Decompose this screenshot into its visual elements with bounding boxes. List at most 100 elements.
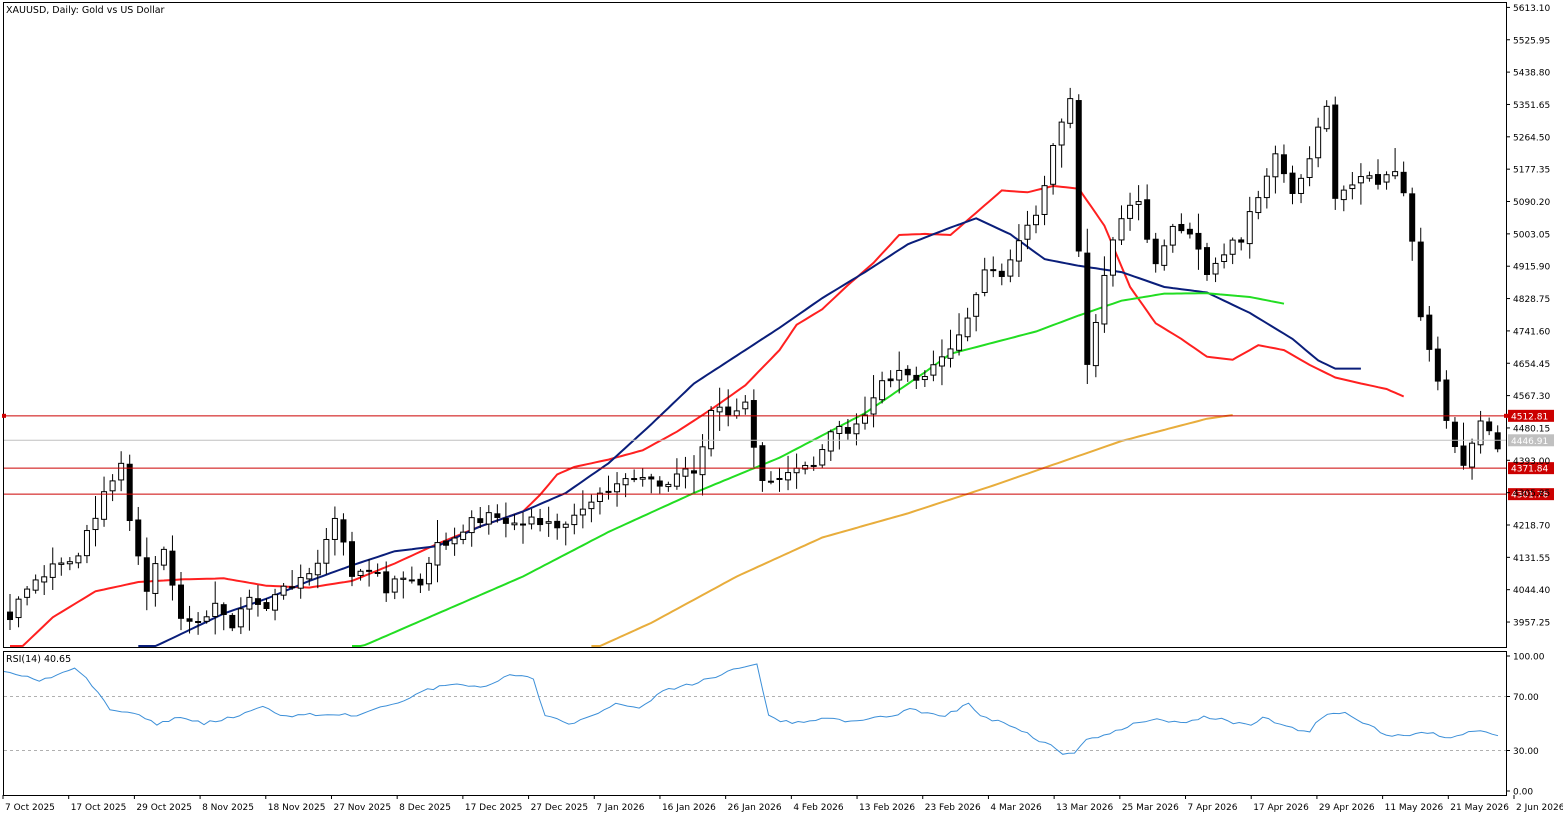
candle bbox=[1289, 165, 1296, 205]
candle-body-down bbox=[1084, 252, 1091, 365]
price-tick-label: 4305.85 bbox=[1513, 489, 1550, 499]
candle-body-down bbox=[605, 490, 612, 493]
candle bbox=[1349, 171, 1356, 200]
candle bbox=[1195, 213, 1202, 270]
candle bbox=[776, 467, 783, 492]
candle-body-up bbox=[1015, 240, 1022, 262]
candle-body-up bbox=[614, 483, 621, 493]
candle bbox=[614, 472, 621, 507]
candle-body-up bbox=[1349, 184, 1356, 190]
candle bbox=[1263, 168, 1270, 209]
candle bbox=[938, 339, 945, 386]
candle-body-up bbox=[1135, 201, 1142, 205]
candle bbox=[425, 556, 432, 591]
candle bbox=[314, 549, 321, 589]
candle-body-up bbox=[15, 598, 22, 619]
moving-average-line-0 bbox=[10, 184, 1405, 647]
price-level-label: 4446.91 bbox=[1511, 437, 1548, 447]
date-tick-label: 17 Oct 2025 bbox=[71, 803, 127, 813]
price-level-label: 4301.76 bbox=[1511, 491, 1548, 501]
candle bbox=[964, 307, 971, 342]
candle-body-up bbox=[639, 476, 646, 480]
candle bbox=[1426, 305, 1433, 362]
candle bbox=[656, 476, 663, 494]
candle bbox=[1238, 237, 1245, 251]
candle bbox=[494, 504, 501, 523]
candle bbox=[767, 471, 774, 485]
candle bbox=[349, 531, 355, 587]
candle-body-up bbox=[203, 616, 210, 622]
candle-body-up bbox=[331, 517, 338, 540]
candle bbox=[699, 434, 706, 496]
price-tick-label: 5351.65 bbox=[1513, 101, 1550, 111]
candle bbox=[562, 521, 569, 546]
candle-body-up bbox=[246, 596, 253, 610]
candle bbox=[1204, 242, 1210, 281]
line-anchor-marker[interactable] bbox=[2, 413, 6, 418]
candle-body-up bbox=[699, 446, 706, 476]
candle bbox=[665, 481, 672, 492]
candle bbox=[297, 564, 304, 599]
candle-body-up bbox=[930, 364, 937, 376]
candle bbox=[870, 375, 877, 428]
line-anchor-marker[interactable] bbox=[1504, 413, 1508, 418]
candle bbox=[1298, 174, 1305, 204]
candle bbox=[981, 257, 988, 297]
candle bbox=[1255, 190, 1262, 220]
candle-body-down bbox=[1075, 100, 1082, 252]
candle-body-down bbox=[1280, 154, 1287, 175]
price-tick-label: 4131.55 bbox=[1513, 554, 1550, 564]
date-tick-label: 7 Jan 2026 bbox=[596, 803, 644, 813]
candle-body-down bbox=[844, 427, 851, 434]
candle-body-up bbox=[83, 530, 90, 557]
candle bbox=[827, 429, 834, 461]
candle-body-up bbox=[631, 478, 638, 481]
date-tick-label: 8 Dec 2025 bbox=[399, 803, 451, 813]
chart-title: XAUUSD, Daily: Gold vs US Dollar bbox=[6, 5, 165, 16]
candle bbox=[904, 365, 911, 382]
candle-body-down bbox=[494, 513, 501, 518]
candle bbox=[75, 552, 82, 569]
candle bbox=[708, 406, 715, 457]
candle bbox=[391, 575, 398, 600]
price-level-tag bbox=[1508, 434, 1554, 447]
candle-body-down bbox=[904, 368, 911, 376]
candle-body-down bbox=[502, 518, 509, 524]
candle bbox=[1451, 417, 1458, 454]
candle-body-down bbox=[220, 604, 227, 615]
candle bbox=[537, 508, 544, 532]
price-tick-label: 3957.25 bbox=[1513, 619, 1550, 629]
candle bbox=[109, 474, 116, 502]
candle-body-down bbox=[691, 470, 697, 474]
candle bbox=[545, 506, 552, 537]
candle-body-down bbox=[178, 584, 184, 619]
candle bbox=[631, 469, 638, 483]
candle-body-up bbox=[879, 380, 886, 401]
candle bbox=[819, 444, 826, 468]
candle bbox=[1084, 228, 1091, 385]
candle bbox=[887, 370, 894, 388]
price-level-label: 4512.81 bbox=[1511, 412, 1548, 422]
candle bbox=[41, 565, 48, 596]
candle-body-down bbox=[374, 571, 381, 574]
candle-body-up bbox=[1469, 442, 1476, 468]
candle bbox=[998, 263, 1005, 286]
candle-body-up bbox=[1263, 175, 1270, 199]
candle bbox=[1118, 205, 1125, 245]
candle-body-up bbox=[520, 523, 526, 526]
candle-body-down bbox=[1426, 314, 1433, 350]
candle-body-up bbox=[1477, 420, 1484, 446]
rsi-title: RSI(14) 40.65 bbox=[6, 654, 71, 665]
candle-body-down bbox=[759, 445, 766, 481]
candle-body-up bbox=[776, 477, 783, 480]
candle bbox=[742, 395, 749, 415]
candle bbox=[1212, 257, 1219, 283]
date-tick-label: 7 Oct 2025 bbox=[5, 803, 55, 813]
candle-body-down bbox=[1375, 174, 1381, 185]
candle bbox=[374, 563, 381, 577]
price-tick-label: 4480.15 bbox=[1513, 424, 1550, 434]
date-tick-label: 17 Dec 2025 bbox=[465, 803, 523, 813]
candle bbox=[323, 527, 330, 575]
candle-body-up bbox=[562, 523, 569, 528]
